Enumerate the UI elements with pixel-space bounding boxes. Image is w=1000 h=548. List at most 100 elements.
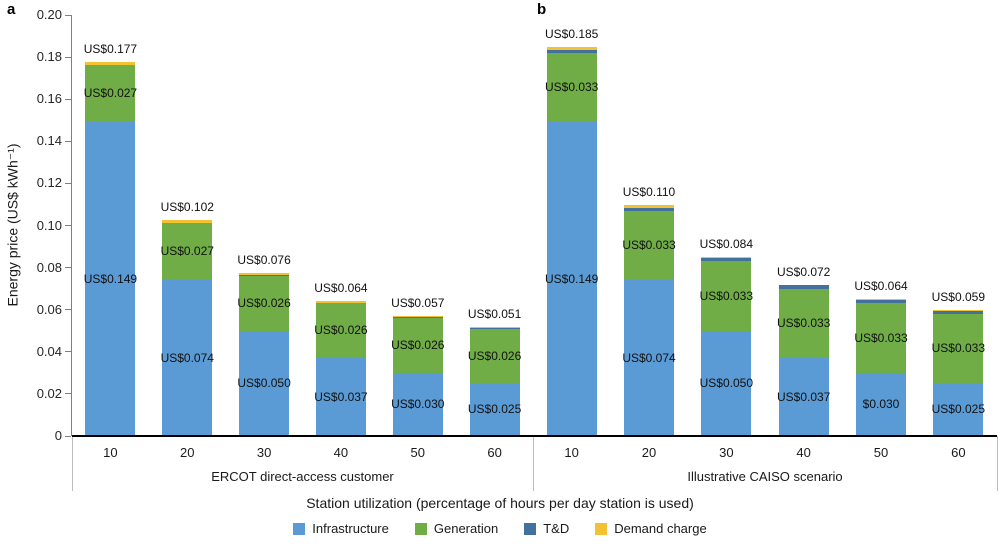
bar-segment-infrastructure — [85, 122, 136, 436]
x-axis-title: Station utilization (percentage of hours… — [306, 495, 694, 511]
bar-total-label: US$0.057 — [391, 295, 445, 310]
legend: Infrastructure Generation T&D Demand charge — [0, 521, 1000, 536]
bar-segment-generation — [85, 65, 136, 123]
bar-total-label: US$0.185 — [544, 26, 599, 41]
y-tick-label: 0.04 — [36, 343, 62, 359]
bar-segment-generation — [856, 303, 906, 373]
bar-segment-generation — [546, 52, 597, 123]
segment-label-infrastructure: US$0.050 — [699, 375, 754, 390]
bar-segment-infrastructure — [624, 280, 674, 436]
bar-segment-generation — [701, 261, 752, 331]
panel-group-label: Illustrative CAISO scenario — [687, 469, 843, 484]
stacked-bar — [239, 273, 290, 436]
legend-label: Generation — [433, 521, 499, 536]
bar-segment-tnd — [392, 317, 443, 319]
segment-label-generation: US$0.026 — [467, 348, 522, 363]
y-tick-mark — [65, 309, 71, 311]
segment-label-infrastructure: US$0.037 — [314, 389, 368, 404]
category-bracket-line — [996, 436, 998, 491]
bar-segment-generation — [469, 328, 520, 384]
bar-segment-generation — [239, 276, 290, 331]
stacked-bar — [315, 300, 366, 436]
bar-segment-tnd — [546, 49, 597, 53]
stacked-bar — [392, 315, 443, 436]
segment-label-infrastructure: US$0.030 — [391, 396, 445, 411]
bar-total-label: US$0.110 — [622, 184, 676, 199]
segment-label-infrastructure: US$0.074 — [160, 350, 214, 365]
segment-label-generation: US$0.027 — [160, 244, 214, 259]
x-category-label: 30 — [256, 445, 272, 460]
y-tick-mark — [65, 56, 71, 58]
segment-label-generation: US$0.027 — [83, 86, 138, 101]
generation-swatch-icon — [414, 522, 427, 535]
bar-segment-infrastructure — [315, 358, 366, 436]
segment-label-generation: US$0.033 — [699, 288, 754, 303]
x-category-label: 10 — [564, 445, 579, 460]
bar-total-label: US$0.059 — [931, 289, 986, 304]
bar-segment-demand — [701, 257, 752, 259]
bar-segment-demand — [856, 299, 906, 301]
bar-segment-generation — [933, 313, 984, 384]
segment-label-infrastructure: US$0.149 — [83, 271, 138, 286]
x-category-label: 20 — [641, 445, 657, 460]
legend-label: Demand charge — [614, 521, 707, 536]
bar-segment-infrastructure — [392, 372, 443, 436]
category-bracket-line — [71, 436, 73, 491]
bar-segment-tnd — [315, 302, 366, 304]
bar-segment-tnd — [933, 310, 984, 314]
y-tick-label: 0 — [54, 428, 62, 443]
y-tick-mark — [65, 393, 71, 395]
bar-segment-demand — [239, 273, 290, 276]
bar-segment-tnd — [85, 64, 136, 66]
bar-segment-infrastructure — [701, 330, 752, 436]
bar-segment-infrastructure — [778, 358, 829, 436]
segment-label-infrastructure: US$0.149 — [544, 271, 599, 286]
y-tick-label: 0.14 — [36, 133, 62, 149]
x-category-label: 40 — [796, 445, 811, 460]
y-tick-label: 0.18 — [36, 49, 62, 65]
panel-b-label: b — [537, 1, 547, 18]
bar-total-label: US$0.051 — [467, 307, 522, 322]
stacked-bar — [933, 309, 984, 436]
bar-segment-tnd — [239, 275, 290, 276]
stacked-bar — [162, 219, 213, 436]
segment-label-infrastructure: US$0.050 — [237, 375, 291, 390]
bar-segment-demand — [315, 300, 366, 303]
bar-segment-tnd — [701, 258, 752, 262]
x-category-label: 60 — [487, 445, 502, 460]
x-category-label: 50 — [873, 445, 889, 460]
segment-label-generation: US$0.033 — [622, 237, 676, 252]
legend-item-infrastructure: Infrastructure — [293, 521, 389, 536]
y-axis-title: Energy price (US$ kWh⁻¹) — [4, 143, 21, 307]
stacked-bar — [546, 46, 597, 436]
y-tick-label: 0.16 — [36, 91, 62, 107]
segment-label-infrastructure: US$0.074 — [622, 350, 676, 365]
y-tick-label: 0.12 — [36, 175, 62, 191]
legend-item-tnd: T&D — [524, 521, 569, 536]
bar-segment-demand — [933, 309, 984, 311]
bar-total-label: US$0.177 — [83, 41, 138, 56]
y-tick-mark — [65, 267, 71, 269]
x-category-label: 50 — [410, 445, 425, 460]
bar-segment-infrastructure — [239, 330, 290, 436]
bar-segment-demand — [392, 315, 443, 318]
bar-segment-infrastructure — [162, 280, 213, 436]
bar-segment-demand — [778, 284, 829, 286]
bar-segment-generation — [392, 318, 443, 373]
x-category-label: 30 — [719, 445, 734, 460]
stacked-bar — [778, 284, 829, 436]
segment-label-infrastructure: US$0.025 — [467, 402, 522, 417]
y-tick-mark — [65, 14, 71, 16]
segment-label-infrastructure: US$0.037 — [776, 389, 831, 404]
y-tick-label: 0.06 — [36, 301, 62, 317]
segment-label-generation: US$0.033 — [854, 330, 908, 345]
panel-group-label: ERCOT direct-access customer — [211, 469, 394, 484]
segment-label-generation: US$0.033 — [776, 315, 831, 330]
y-axis-line — [71, 15, 72, 436]
bar-segment-demand — [624, 204, 674, 208]
bar-total-label: US$0.072 — [776, 264, 831, 279]
bar-segment-infrastructure — [546, 122, 597, 436]
bar-segment-tnd — [856, 300, 906, 304]
bar-segment-generation — [624, 210, 674, 281]
bar-total-label: US$0.076 — [237, 253, 291, 268]
